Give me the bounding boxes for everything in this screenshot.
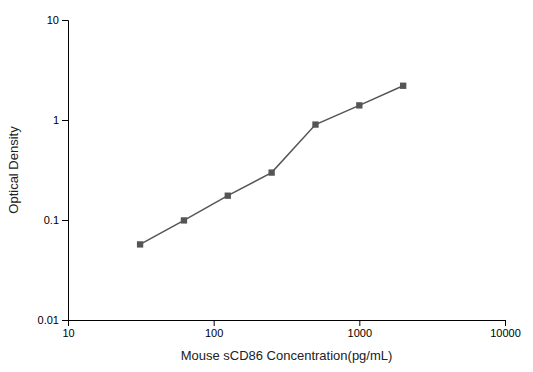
tick-mark xyxy=(62,220,68,221)
axis-line xyxy=(69,321,506,327)
chart-svg: 10 100 1000 10000 0.01 0.1 1 10 Mouse sCD86 Conc… xyxy=(0,0,533,372)
point xyxy=(225,193,231,199)
y-axis: 0.01 0.1 1 10 xyxy=(38,14,69,326)
point xyxy=(181,217,187,223)
tick: 0.01 xyxy=(38,314,68,326)
tick-label: 10000 xyxy=(490,327,521,339)
chart-container: 10 100 1000 10000 0.01 0.1 1 10 Mouse sCD86 Conc… xyxy=(0,0,533,372)
tick: 10 xyxy=(62,320,74,339)
tick-label: 100 xyxy=(205,327,223,339)
point xyxy=(312,121,318,127)
tick: 100 xyxy=(205,320,223,339)
tick: 1 xyxy=(53,114,68,126)
tick-label: 10 xyxy=(47,14,59,26)
tick: 0.1 xyxy=(44,214,68,226)
x-axis: 10 100 1000 10000 xyxy=(62,320,520,339)
tick: 10 xyxy=(47,14,68,26)
tick: 10000 xyxy=(490,320,521,339)
tick-label: 1000 xyxy=(348,327,372,339)
tick-label: 1 xyxy=(53,114,59,126)
tick-label: 0.1 xyxy=(44,214,59,226)
tick-mark xyxy=(505,320,506,326)
tick-label: 10 xyxy=(62,327,74,339)
tick-mark xyxy=(359,320,360,326)
tick-label: 0.01 xyxy=(38,314,59,326)
tick-mark xyxy=(214,320,215,326)
x-axis-title: Mouse sCD86 Concentration(pg/mL) xyxy=(181,348,393,363)
tick-mark xyxy=(62,320,68,321)
axis-line xyxy=(62,21,69,321)
plot-area: 10 100 1000 10000 0.01 0.1 1 10 Mouse sCD86 Conc… xyxy=(6,14,521,363)
series xyxy=(137,83,406,248)
tick-mark xyxy=(62,20,68,21)
tick: 1000 xyxy=(348,320,372,339)
point xyxy=(268,169,274,175)
y-axis-title: Optical Density xyxy=(6,126,21,214)
point xyxy=(137,241,143,247)
line xyxy=(140,86,403,245)
point xyxy=(400,83,406,89)
tick-mark xyxy=(62,120,68,121)
point xyxy=(356,102,362,108)
